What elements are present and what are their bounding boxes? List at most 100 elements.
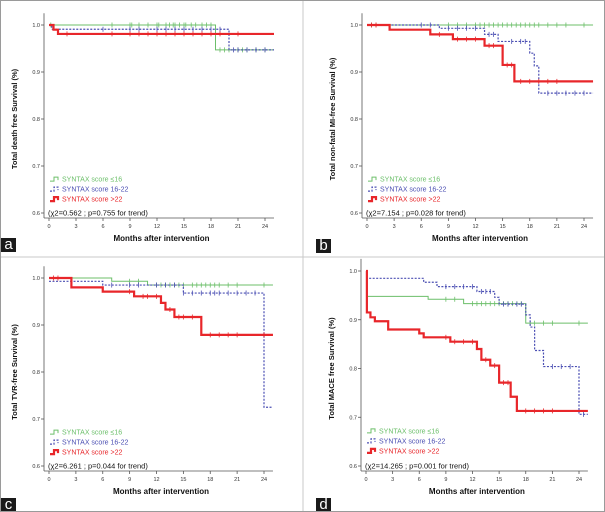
legend-label-le16: SYNTAX score ≤16: [62, 430, 122, 437]
panel-b: 0.6 0.7 0.8 0.9 1.0 0 3 6 9 12 15 18 21 24 Months afte…: [328, 13, 594, 243]
y-axis-label: Total TVR-free Survival (%): [10, 324, 19, 420]
y-axis-label: Total MACE free Survival (%): [327, 317, 336, 420]
x-tick-label: 9: [447, 224, 450, 230]
x-tick-label: 24: [261, 477, 267, 483]
x-tick-label: 21: [235, 224, 241, 230]
legend-swatch-gt22: [50, 196, 60, 203]
panel-d: 0.6 0.7 0.8 0.9 1.0 0 3 6 9 12 15 18 21 24 Months afte…: [327, 258, 588, 496]
legend-label-16to22: SYNTAX score 16-22: [379, 438, 446, 445]
x-tick-label: 18: [207, 477, 213, 483]
survival-curve-gt22: [49, 23, 274, 36]
y-tick-label: 1.0: [349, 269, 357, 275]
y-tick-label: 0.9: [32, 70, 40, 76]
legend-swatch-16to22: [367, 438, 376, 444]
legend-swatch-le16: [50, 176, 59, 182]
test-annotation: (χ2=7.154 ; p=0.028 for trend): [366, 209, 466, 218]
survival-curve-16to22: [367, 24, 594, 94]
x-tick-label: 12: [153, 477, 159, 483]
y-axis-label: Total death free Survival (%): [10, 68, 19, 169]
legend-label-le16: SYNTAX score ≤16: [379, 428, 439, 435]
legend-label-16to22: SYNTAX score 16-22: [380, 187, 447, 194]
legend-label-16to22: SYNTAX score 16-22: [62, 187, 129, 194]
y-tick-label: 0.6: [32, 211, 40, 217]
legend-label-gt22: SYNTAX score >22: [62, 450, 122, 457]
legend-swatch-16to22: [368, 186, 377, 192]
x-tick-label: 24: [262, 224, 268, 230]
y-tick-label: 0.9: [350, 70, 358, 76]
legend-swatch-gt22: [368, 196, 378, 203]
x-tick-label: 21: [554, 224, 560, 230]
x-tick-label: 12: [472, 224, 478, 230]
x-axis-label: Months after intervention: [113, 234, 209, 243]
x-tick-label: 15: [180, 477, 186, 483]
legend-swatch-le16: [367, 428, 376, 434]
test-annotation: (χ2=14.265 ; p=0.001 for trend): [365, 462, 470, 471]
x-tick-label: 3: [74, 477, 77, 483]
panel-label-b: b: [316, 238, 331, 253]
x-tick-label: 15: [500, 224, 506, 230]
legend-swatch-le16: [368, 176, 377, 182]
y-tick-label: 0.8: [32, 117, 40, 123]
x-axis-label: Months after intervention: [429, 487, 525, 496]
x-tick-label: 0: [47, 224, 50, 230]
x-axis-label: Months after intervention: [432, 234, 528, 243]
legend-label-gt22: SYNTAX score >22: [62, 197, 122, 204]
survival-curve-16to22: [366, 270, 588, 415]
y-tick-label: 0.6: [349, 464, 357, 470]
x-tick-label: 9: [128, 477, 131, 483]
survival-curve-gt22: [367, 23, 594, 83]
panel-label-a: a: [1, 237, 16, 252]
x-tick-label: 12: [469, 477, 475, 483]
x-tick-label: 12: [154, 224, 160, 230]
y-tick-label: 0.9: [32, 323, 40, 329]
test-annotation: (χ2=0.562 ; p=0.755 for trend): [48, 209, 148, 218]
legend-label-16to22: SYNTAX score 16-22: [62, 440, 129, 447]
y-tick-label: 0.6: [350, 211, 358, 217]
survival-curve-16to22: [49, 280, 273, 408]
x-tick-label: 24: [576, 477, 582, 483]
x-tick-label: 3: [393, 224, 396, 230]
x-tick-label: 0: [47, 477, 50, 483]
x-tick-label: 9: [444, 477, 447, 483]
x-tick-label: 21: [549, 477, 555, 483]
y-tick-label: 0.8: [349, 367, 357, 373]
legend-label-le16: SYNTAX score ≤16: [62, 177, 122, 184]
legend-swatch-gt22: [50, 449, 60, 456]
survival-curve-le16: [366, 270, 588, 324]
panel-c: 0.6 0.7 0.8 0.9 1.0 0 3 6 9 12 15 18 21 24 Months afte…: [10, 266, 273, 496]
x-tick-label: 9: [128, 224, 131, 230]
x-tick-label: 18: [527, 224, 533, 230]
y-tick-label: 0.7: [350, 164, 358, 170]
y-tick-label: 1.0: [350, 23, 358, 29]
legend-swatch-gt22: [367, 447, 377, 454]
x-tick-label: 21: [234, 477, 240, 483]
x-tick-label: 0: [365, 224, 368, 230]
panel-label-c: c: [1, 497, 16, 511]
y-axis-label: Total non-fatal MI-free Survival (%): [328, 57, 337, 180]
x-tick-label: 3: [74, 224, 77, 230]
y-tick-label: 0.7: [32, 417, 40, 423]
y-tick-label: 0.8: [32, 370, 40, 376]
x-tick-label: 18: [523, 477, 529, 483]
x-tick-label: 3: [391, 477, 394, 483]
test-annotation: (χ2=6.261 ; p=0.044 for trend): [48, 462, 148, 471]
x-tick-label: 15: [181, 224, 187, 230]
y-tick-label: 0.6: [32, 464, 40, 470]
x-tick-label: 6: [420, 224, 423, 230]
legend-swatch-16to22: [50, 439, 59, 445]
x-tick-label: 0: [364, 477, 367, 483]
survival-curve-gt22: [49, 276, 273, 336]
panel-a: 0.6 0.7 0.8 0.9 1.0 0 3 6 9 12 15 18 21 24 Months afte…: [10, 13, 274, 243]
x-tick-label: 24: [581, 224, 587, 230]
y-tick-label: 1.0: [32, 276, 40, 282]
y-tick-label: 1.0: [32, 23, 40, 29]
x-tick-label: 18: [208, 224, 214, 230]
panel-label-d: d: [316, 497, 331, 511]
x-tick-label: 15: [496, 477, 502, 483]
x-tick-label: 6: [101, 224, 104, 230]
survival-curve-gt22: [365, 269, 588, 413]
survival-curve-16to22: [49, 24, 274, 51]
x-tick-label: 6: [418, 477, 421, 483]
